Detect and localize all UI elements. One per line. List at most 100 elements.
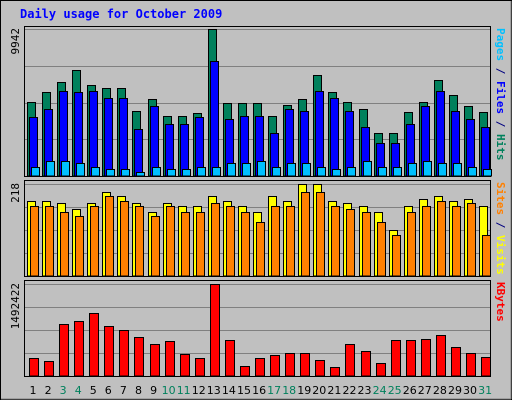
- bar-kbytes-day-4: [74, 321, 84, 377]
- bar-sites-day-26: [407, 212, 416, 277]
- bar-sites-day-12: [196, 212, 205, 277]
- bar-sites-day-29: [452, 206, 461, 277]
- bar-files-day-5: [89, 91, 98, 177]
- bar-sites-day-30: [467, 203, 476, 277]
- bar-files-day-21: [330, 98, 339, 177]
- y-max-label: 9942: [9, 28, 22, 55]
- bar-kbytes-day-16: [255, 358, 265, 377]
- bar-files-day-22: [345, 111, 354, 177]
- bar-pages-day-15: [242, 163, 251, 177]
- bar-kbytes-day-12: [195, 358, 205, 377]
- legend-entry: Hits: [494, 134, 507, 161]
- legend-entry: Sites: [494, 182, 507, 215]
- bar-files-day-6: [104, 98, 113, 177]
- bar-pages-day-22: [347, 167, 356, 177]
- x-tick-label-day-14: 14: [222, 384, 236, 397]
- bar-pages-day-21: [332, 169, 341, 177]
- bar-kbytes-day-26: [406, 340, 416, 377]
- x-tick-label-day-24: 24: [373, 384, 387, 397]
- bar-kbytes-day-31: [481, 357, 491, 377]
- x-tick-label-day-18: 18: [282, 384, 296, 397]
- bar-kbytes-day-15: [240, 366, 250, 377]
- bar-sites-day-24: [377, 222, 386, 277]
- x-tick-label-day-27: 27: [418, 384, 432, 397]
- bar-pages-day-30: [468, 167, 477, 177]
- legend-visits: Sites / Visits: [494, 182, 507, 275]
- bar-files-day-8: [134, 129, 143, 177]
- legend-kbytes: KBytes: [494, 282, 507, 322]
- bar-sites-day-10: [166, 206, 175, 277]
- x-tick-label-day-28: 28: [433, 384, 447, 397]
- bar-sites-day-25: [392, 235, 401, 277]
- bar-sites-day-31: [482, 235, 491, 277]
- bar-sites-day-7: [120, 201, 129, 277]
- x-tick-label-day-30: 30: [463, 384, 477, 397]
- bar-files-day-20: [315, 91, 324, 177]
- bar-kbytes-day-13: [210, 284, 220, 377]
- bar-kbytes-day-24: [376, 363, 386, 377]
- bar-sites-day-28: [437, 201, 446, 277]
- bar-kbytes-day-8: [134, 337, 144, 377]
- bar-sites-day-5: [90, 206, 99, 277]
- bar-pages-day-29: [453, 163, 462, 177]
- bar-files-day-11: [180, 124, 189, 177]
- bar-pages-day-24: [378, 167, 387, 177]
- bar-sites-day-20: [316, 192, 325, 277]
- x-tick-label-day-25: 25: [388, 384, 402, 397]
- bar-kbytes-day-27: [421, 339, 431, 377]
- bar-pages-day-20: [317, 167, 326, 177]
- bar-pages-day-9: [152, 167, 161, 177]
- x-tick-label-day-5: 5: [90, 384, 97, 397]
- bar-pages-day-25: [393, 167, 402, 177]
- bar-kbytes-day-2: [44, 361, 54, 377]
- bar-sites-day-17: [271, 206, 280, 277]
- bar-files-day-7: [119, 98, 128, 177]
- bar-kbytes-day-17: [270, 355, 280, 377]
- x-tick-label-day-19: 19: [297, 384, 311, 397]
- bar-sites-day-11: [181, 212, 190, 277]
- bar-kbytes-day-1: [29, 358, 39, 377]
- x-tick-label-day-11: 11: [177, 384, 191, 397]
- x-tick-label-day-1: 1: [30, 384, 37, 397]
- bar-kbytes-day-22: [345, 344, 355, 377]
- x-tick-label-day-21: 21: [327, 384, 341, 397]
- x-axis: 1 2 3 4 5 6 7 8 9 10 11 12 13 14 15 16 17 18 19 20 21 22 23 24 2…: [30, 384, 493, 397]
- bar-pages-day-13: [212, 167, 221, 177]
- bar-sites-day-15: [241, 212, 250, 277]
- bar-sites-day-14: [226, 206, 235, 277]
- bar-pages-day-19: [302, 163, 311, 177]
- bar-sites-day-27: [422, 206, 431, 277]
- bar-sites-day-9: [151, 216, 160, 277]
- bar-kbytes-day-21: [330, 367, 340, 377]
- legend-entry: /: [494, 61, 507, 81]
- bar-pages-day-5: [91, 167, 100, 177]
- x-tick-label-day-15: 15: [237, 384, 251, 397]
- legend-entry: /: [494, 114, 507, 134]
- x-tick-label-day-17: 17: [267, 384, 281, 397]
- bar-sites-day-23: [362, 212, 371, 277]
- bar-pages-day-11: [182, 169, 191, 177]
- y-max-label: 1492422: [9, 283, 22, 329]
- bar-sites-day-3: [60, 212, 69, 277]
- bar-kbytes-day-30: [466, 353, 476, 377]
- bar-kbytes-day-25: [391, 340, 401, 377]
- bar-kbytes-day-19: [300, 353, 310, 377]
- bar-sites-day-4: [75, 216, 84, 277]
- bar-kbytes-day-20: [315, 360, 325, 377]
- bar-pages-day-4: [76, 163, 85, 177]
- bar-sites-day-8: [135, 206, 144, 277]
- chart-panels: 9942 Pages / Files / Hits 218 Sites / Visit…: [9, 26, 507, 377]
- bar-pages-day-17: [272, 167, 281, 177]
- bar-files-day-10: [165, 124, 174, 177]
- bar-pages-day-3: [61, 161, 70, 177]
- bar-kbytes-day-23: [361, 351, 371, 377]
- bar-sites-day-2: [45, 206, 54, 277]
- bar-pages-day-27: [423, 161, 432, 177]
- x-tick-label-day-12: 12: [192, 384, 206, 397]
- bar-kbytes-day-11: [180, 354, 190, 377]
- bar-sites-day-6: [105, 196, 114, 277]
- bar-pages-day-1: [31, 167, 40, 177]
- bar-sites-day-1: [30, 206, 39, 277]
- chart-title: Daily usage for October 2009: [20, 7, 222, 21]
